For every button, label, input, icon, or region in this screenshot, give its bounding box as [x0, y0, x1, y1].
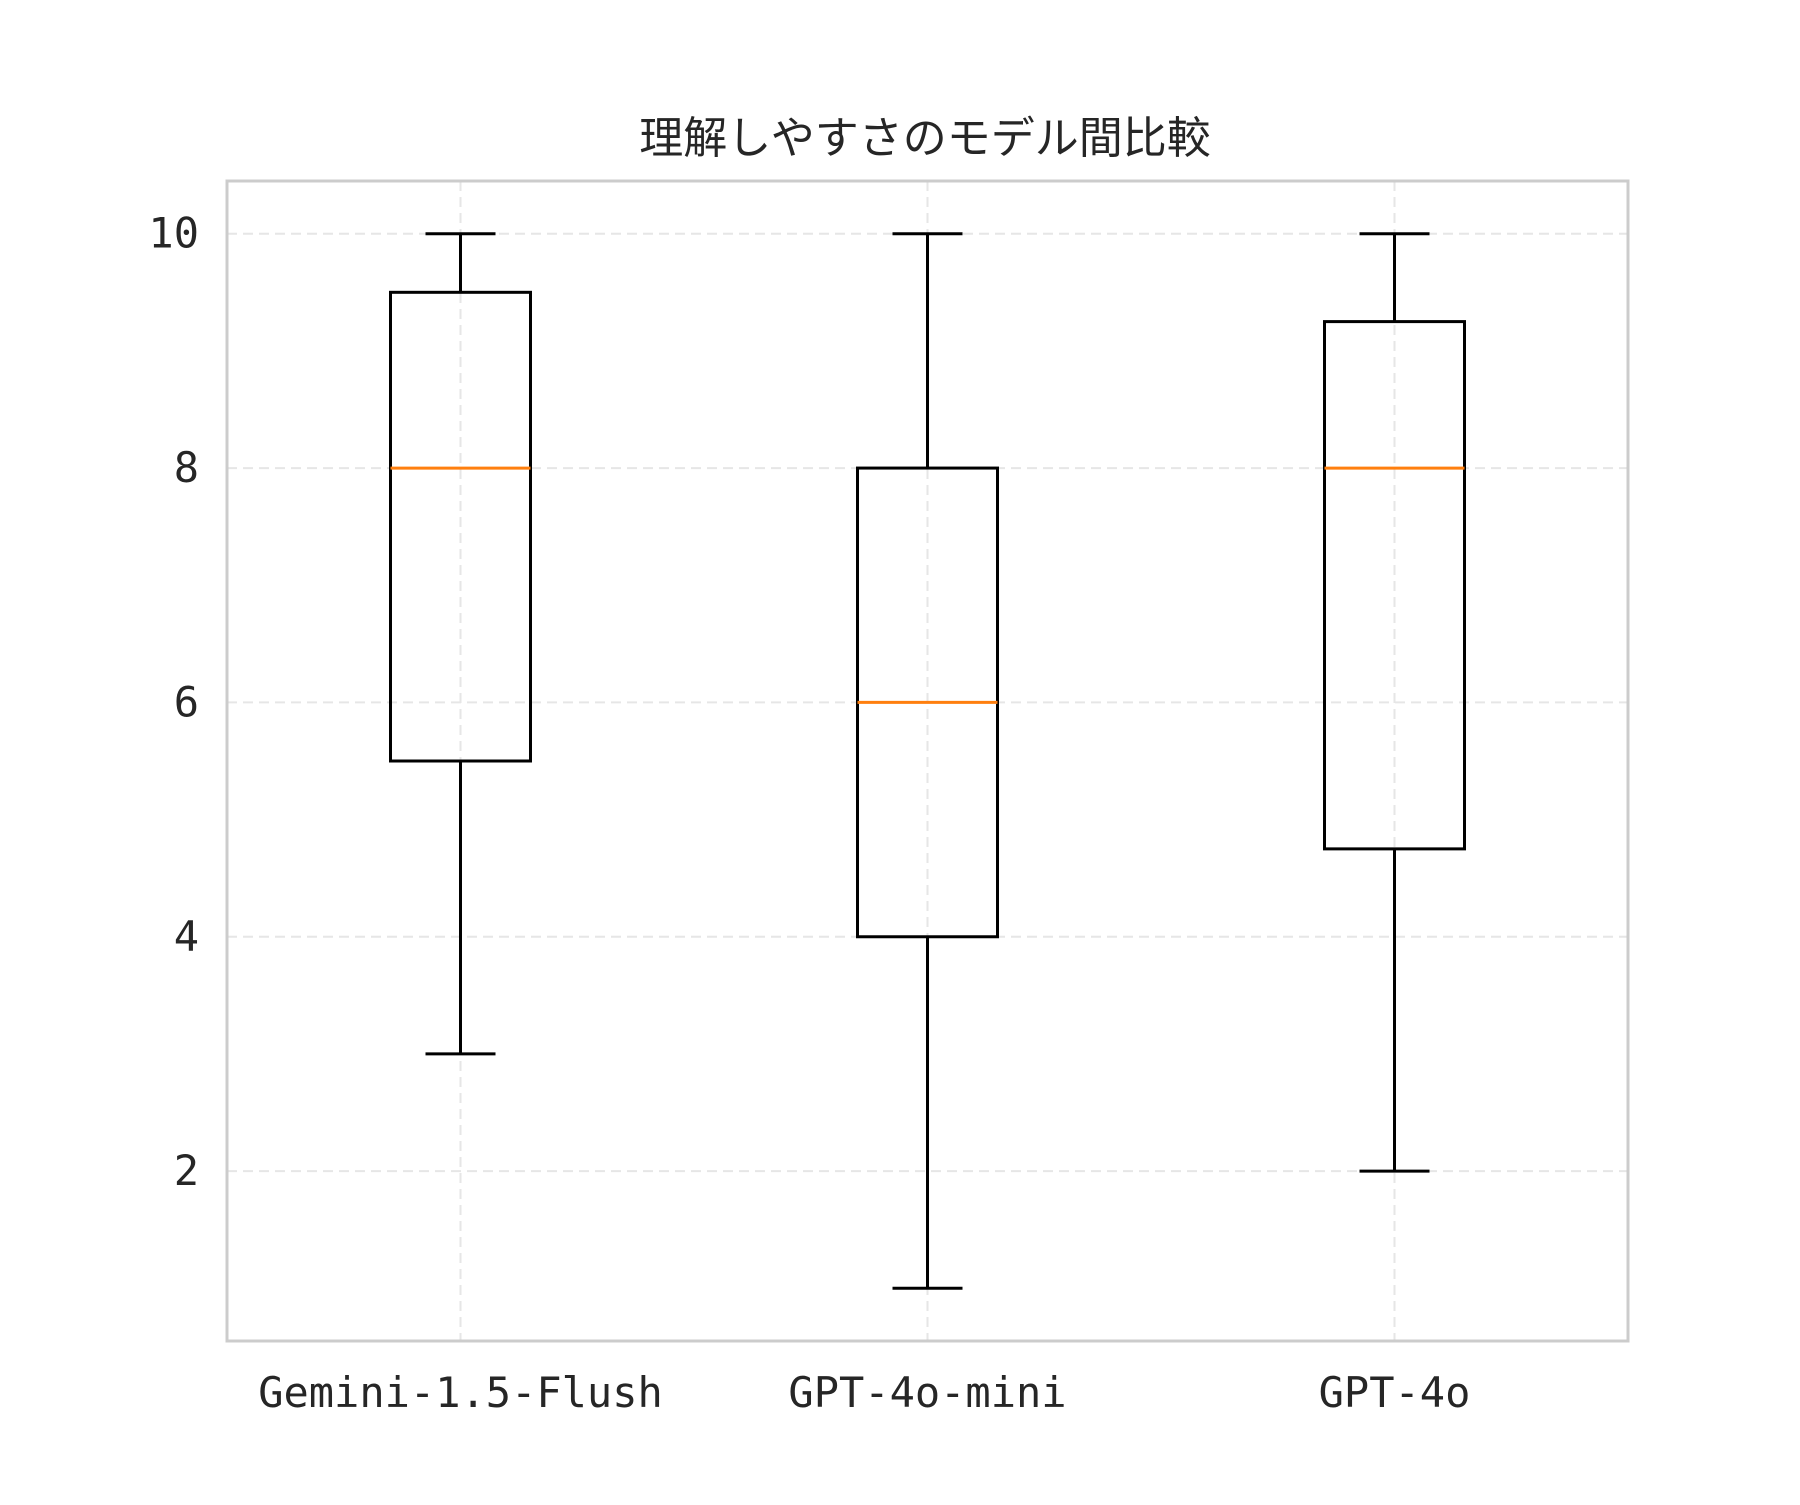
x-tick-label: GPT-4o: [1319, 1368, 1471, 1417]
x-tick-label: GPT-4o-mini: [788, 1368, 1066, 1417]
x-tick-labels: Gemini-1.5-Flush GPT-4o-mini GPT-4o: [258, 1368, 1470, 1417]
box-group: [856, 232, 999, 1290]
y-tick-label: 10: [148, 209, 199, 258]
y-tick-label: 2: [174, 1146, 199, 1195]
plot-frame: [225, 179, 1630, 1343]
y-tick-label: 6: [174, 677, 199, 726]
box-group: [1323, 232, 1466, 1173]
box-iqr: [389, 290, 532, 763]
x-tick-label: Gemini-1.5-Flush: [258, 1368, 663, 1417]
box-iqr: [1323, 320, 1466, 851]
y-tick-label: 4: [174, 912, 199, 961]
y-tick-label: 8: [174, 443, 199, 492]
y-tick-labels: 2 4 6 8 10: [148, 209, 199, 1195]
chart-title: 理解しやすさのモデル間比較: [639, 113, 1211, 164]
box-layer: [389, 232, 1466, 1290]
box-group: [389, 232, 532, 1056]
